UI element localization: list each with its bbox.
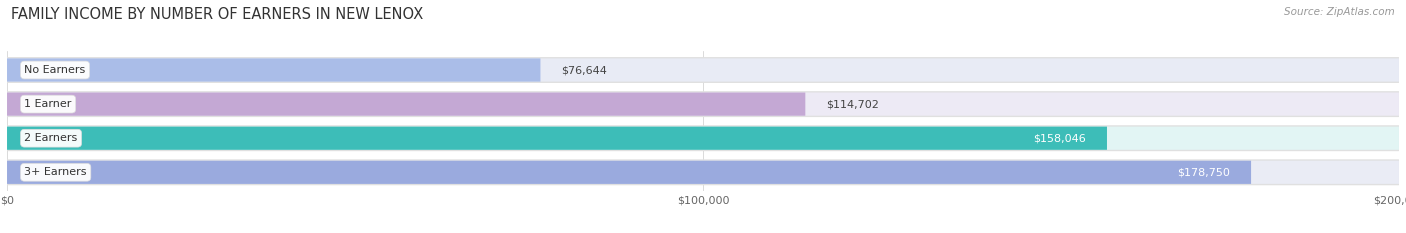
Text: 3+ Earners: 3+ Earners: [24, 167, 87, 177]
FancyBboxPatch shape: [7, 161, 1399, 184]
FancyBboxPatch shape: [7, 161, 1251, 184]
Text: Source: ZipAtlas.com: Source: ZipAtlas.com: [1284, 7, 1395, 17]
FancyBboxPatch shape: [7, 93, 1399, 116]
Text: 2 Earners: 2 Earners: [24, 133, 77, 143]
FancyBboxPatch shape: [7, 57, 1399, 83]
FancyBboxPatch shape: [7, 125, 1399, 151]
Text: $114,702: $114,702: [827, 99, 879, 109]
FancyBboxPatch shape: [7, 127, 1399, 150]
FancyBboxPatch shape: [7, 58, 1399, 82]
FancyBboxPatch shape: [7, 91, 1399, 117]
FancyBboxPatch shape: [7, 159, 1399, 185]
Text: $158,046: $158,046: [1033, 133, 1085, 143]
Text: FAMILY INCOME BY NUMBER OF EARNERS IN NEW LENOX: FAMILY INCOME BY NUMBER OF EARNERS IN NE…: [11, 7, 423, 22]
Text: $76,644: $76,644: [561, 65, 607, 75]
FancyBboxPatch shape: [7, 127, 1107, 150]
Text: 1 Earner: 1 Earner: [24, 99, 72, 109]
FancyBboxPatch shape: [7, 93, 806, 116]
Text: No Earners: No Earners: [24, 65, 86, 75]
FancyBboxPatch shape: [7, 58, 540, 82]
Text: $178,750: $178,750: [1177, 167, 1230, 177]
